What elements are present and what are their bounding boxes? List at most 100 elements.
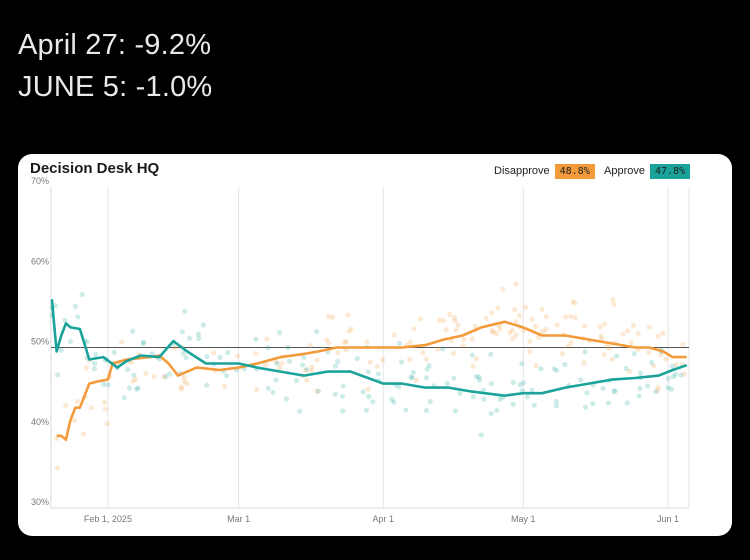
approve-poll-dot [582, 349, 588, 355]
approve-poll-dot [111, 349, 117, 355]
approve-poll-dot [481, 396, 487, 402]
disapprove-poll-dot [374, 363, 380, 370]
approve-poll-dot [339, 393, 345, 399]
approve-poll-dot [332, 391, 338, 397]
disapprove-poll-dot [143, 370, 149, 376]
disapprove-poll-dot [104, 420, 110, 427]
approve-poll-dot [452, 408, 458, 414]
disapprove-poll-dot [543, 314, 550, 320]
approve-poll-dot [538, 366, 544, 372]
disapprove-poll-dot [602, 321, 608, 327]
approve-poll-dot [624, 400, 630, 406]
disapprove-poll-dot [302, 367, 309, 373]
chart-card: Decision Desk HQ Disapprove 48.8% Approv… [18, 154, 732, 536]
approve-poll-dot [340, 408, 346, 414]
disapprove-poll-dot [304, 377, 310, 383]
disapprove-poll-dot [253, 386, 260, 393]
disapprove-poll-dot [598, 333, 604, 339]
approve-poll-dot [224, 350, 231, 356]
approve-poll-dot [440, 346, 446, 352]
approve-poll-dot [293, 377, 300, 384]
disapprove-poll-dot [133, 376, 139, 382]
x-tick-label: Feb 1, 2025 [84, 514, 132, 524]
disapprove-poll-dot [348, 326, 355, 332]
headline-april: April 27: -9.2% [18, 29, 212, 61]
approve-poll-dot [365, 369, 371, 375]
disapprove-poll-dot [512, 306, 518, 313]
disapprove-poll-dot [279, 360, 285, 367]
approve-poll-dot [638, 370, 644, 376]
disapprove-poll-dot [660, 330, 666, 336]
approve-poll-dot [140, 340, 146, 347]
legend-disapprove: Disapprove 48.8% [494, 162, 595, 180]
approve-poll-dot [488, 411, 494, 417]
approve-poll-dot [375, 371, 381, 377]
approve-poll-dot [517, 382, 523, 388]
approve-poll-dot [149, 351, 155, 357]
approve-poll-dot [678, 372, 684, 378]
disapprove-poll-dot [513, 318, 519, 325]
disapprove-poll-dot [130, 378, 136, 384]
disapprove-poll-dot [522, 304, 529, 310]
disapprove-poll-dot [411, 326, 417, 332]
approve-poll-dot [340, 383, 346, 389]
disapprove-poll-dot [345, 312, 351, 318]
approve-poll-dot [101, 381, 107, 387]
disapprove-poll-dot [473, 356, 480, 362]
approve-poll-dot [478, 432, 484, 438]
approve-poll-dot [67, 338, 74, 344]
approve-poll-dot [424, 366, 430, 372]
disapprove-poll-dot [273, 359, 279, 365]
disapprove-poll-dot [420, 349, 426, 356]
approve-poll-dot [125, 366, 131, 373]
disapprove-poll-dot [342, 339, 348, 345]
disapprove-poll-dot [539, 306, 545, 312]
disapprove-poll-dot [540, 328, 546, 335]
disapprove-poll-dot [221, 383, 227, 389]
disapprove-poll-dot [452, 317, 458, 324]
approve-poll-dot [360, 389, 366, 395]
approve-poll-dot [408, 374, 414, 380]
approve-poll-dot [520, 380, 526, 386]
disapprove-poll-dot [516, 312, 523, 319]
approve-poll-dot [135, 385, 141, 391]
approve-poll-dot [265, 344, 271, 351]
approve-poll-dot [200, 322, 207, 328]
disapprove-poll-dot [435, 346, 441, 352]
approve-poll-dot [75, 314, 81, 320]
disapprove-poll-dot [646, 324, 652, 330]
approve-poll-dot [584, 390, 590, 396]
approve-poll-dot [126, 385, 133, 391]
approve-poll-dot [476, 374, 482, 380]
disapprove-poll-dot [178, 384, 185, 390]
disapprove-poll-dot [80, 431, 87, 437]
disapprove-poll-dot [423, 356, 429, 362]
legend-disapprove-label: Disapprove [494, 165, 550, 177]
approve-poll-dot [55, 372, 61, 378]
approve-poll-dot [636, 393, 642, 399]
disapprove-poll-dot [559, 350, 565, 357]
disapprove-poll-dot [630, 322, 637, 328]
disapprove-poll-dot [307, 342, 313, 349]
disapprove-poll-dot [453, 327, 459, 333]
y-tick-label: 60% [31, 256, 49, 266]
approve-poll-dot [389, 396, 395, 402]
approve-poll-dot [297, 408, 303, 414]
approve-poll-dot [58, 347, 64, 353]
disapprove-poll-dot [102, 406, 109, 412]
disapprove-poll-dot [604, 343, 610, 349]
approve-poll-dot [391, 399, 397, 405]
approve-poll-dot [577, 377, 584, 383]
disapprove-poll-dot [447, 311, 453, 317]
approve-poll-dot [196, 335, 202, 341]
disapprove-poll-dot [527, 348, 533, 355]
brand-logo: Decision Desk HQ [30, 160, 160, 177]
disapprove-poll-dot [655, 333, 661, 339]
approve-poll-dot [304, 366, 310, 373]
approve-poll-dot [582, 404, 589, 410]
disapprove-poll-dot [606, 345, 613, 351]
disapprove-poll-dot [323, 337, 330, 343]
approve-poll-dot [179, 329, 185, 335]
approve-poll-dot [410, 369, 416, 376]
disapprove-poll-dot [490, 329, 496, 335]
